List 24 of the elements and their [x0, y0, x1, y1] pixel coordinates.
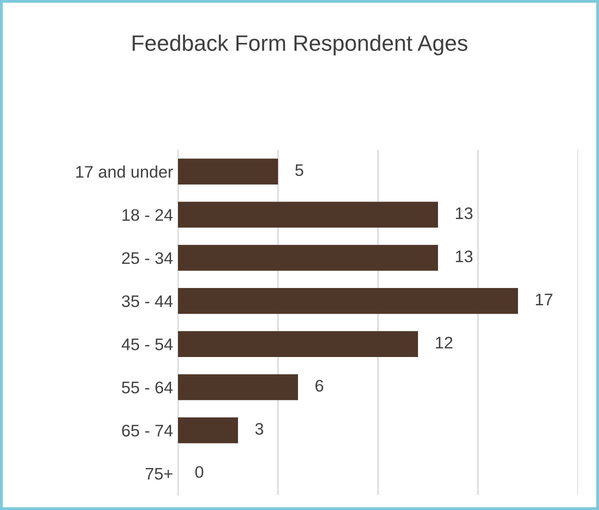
bar [178, 244, 438, 271]
bar [178, 202, 438, 228]
y-tick-label: 18 - 24 [122, 209, 173, 221]
y-tick-label: 75+ [146, 468, 172, 480]
y-tick-label: 55 - 64 [122, 382, 173, 394]
data-label: 0 [195, 466, 204, 478]
data-label: 5 [295, 164, 304, 176]
bar [178, 158, 278, 184]
y-tick-label: 17 and under [76, 166, 173, 178]
y-tick-label: 45 - 54 [122, 338, 173, 350]
data-label: 3 [255, 422, 264, 435]
data-label: 17 [536, 294, 552, 306]
data-label: 6 [316, 380, 324, 392]
bar [178, 288, 518, 314]
data-label: 13 [456, 250, 472, 262]
data-label: 13 [456, 207, 472, 220]
y-tick-label: 35 - 44 [122, 295, 173, 308]
y-tick-label: 25 - 34 [122, 252, 173, 264]
bar [178, 417, 238, 444]
bar [178, 374, 298, 400]
bar [178, 331, 418, 357]
chart-title: Feedback Form Respondent Ages [132, 34, 468, 56]
data-label: 12 [436, 336, 452, 348]
y-tick-label: 65 - 74 [122, 424, 173, 437]
